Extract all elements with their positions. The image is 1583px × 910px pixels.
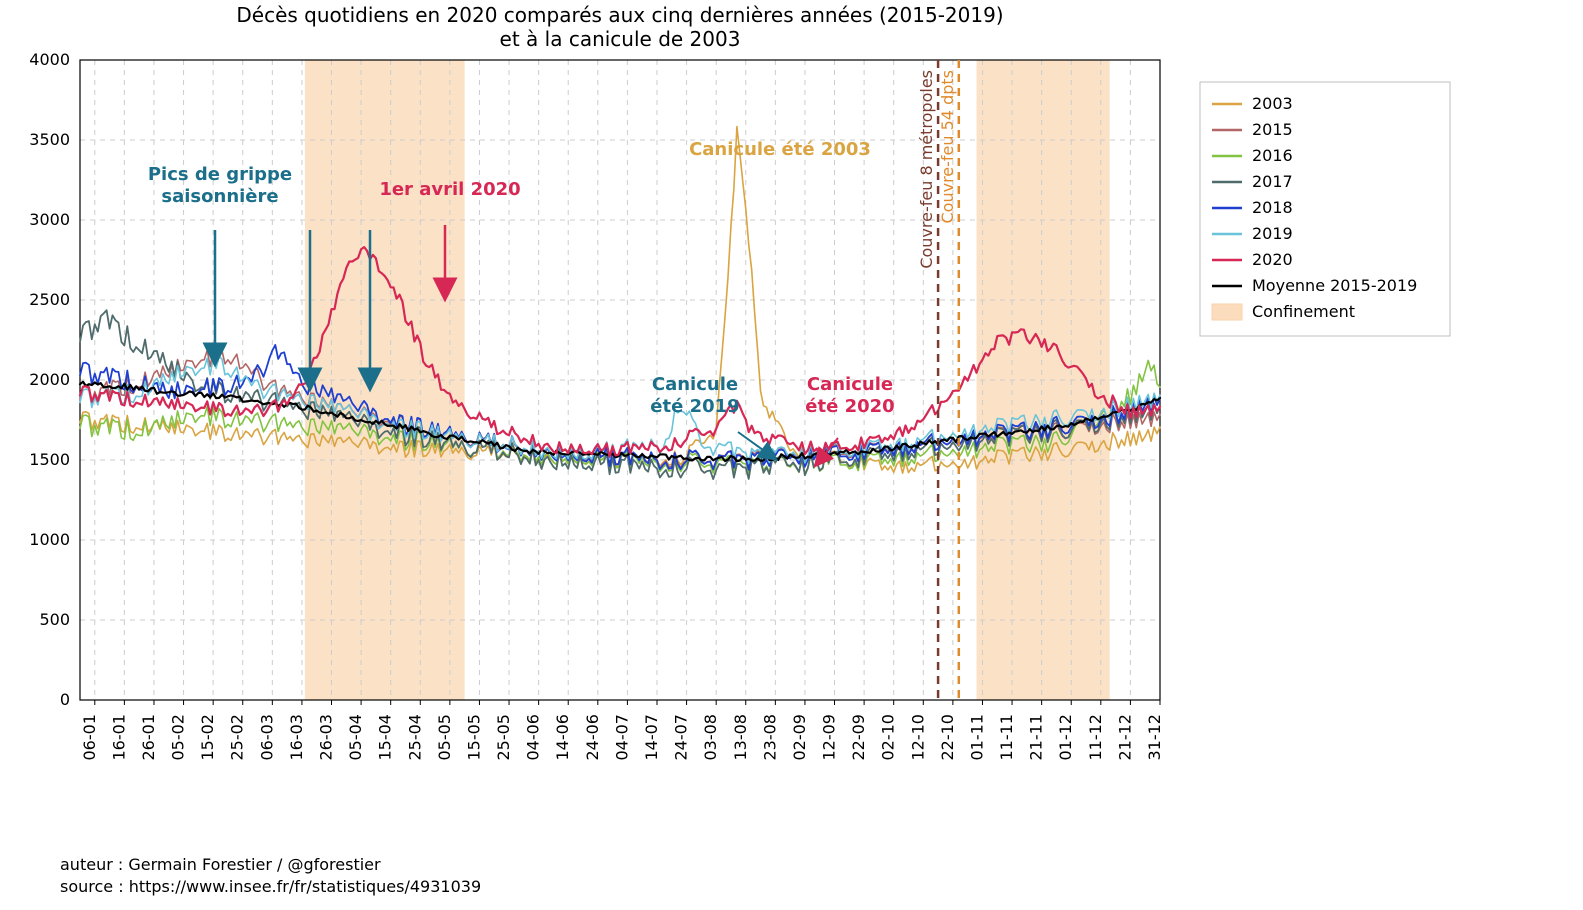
xtick-label: 25-05 bbox=[494, 714, 513, 761]
legend-swatch bbox=[1212, 304, 1242, 320]
legend-label: 2019 bbox=[1252, 224, 1293, 243]
ytick-label: 2000 bbox=[29, 370, 70, 389]
xtick-label: 04-07 bbox=[612, 714, 631, 761]
annotation-grippe: Pics de grippesaisonnière bbox=[148, 164, 292, 207]
annotation-canicule2003: Canicule été 2003 bbox=[689, 139, 871, 160]
xtick-label: 31-12 bbox=[1145, 714, 1164, 761]
xtick-label: 14-06 bbox=[553, 714, 572, 761]
xtick-label: 16-01 bbox=[109, 714, 128, 761]
legend-label: 2018 bbox=[1252, 198, 1293, 217]
vline-label: Couvre-feu 8 métropoles bbox=[917, 70, 936, 269]
xtick-label: 05-04 bbox=[346, 714, 365, 761]
legend-label: Moyenne 2015-2019 bbox=[1252, 276, 1417, 295]
legend-label: 2020 bbox=[1252, 250, 1293, 269]
ytick-label: 1500 bbox=[29, 450, 70, 469]
legend-label: Confinement bbox=[1252, 302, 1355, 321]
svg-text:été 2019: été 2019 bbox=[650, 396, 739, 417]
ytick-label: 1000 bbox=[29, 530, 70, 549]
annotation-canicule2020: Caniculeété 2020 bbox=[805, 374, 894, 417]
xtick-label: 21-12 bbox=[1115, 714, 1134, 761]
xtick-label: 11-11 bbox=[997, 714, 1016, 761]
chart-root: Décès quotidiens en 2020 comparés aux ci… bbox=[0, 0, 1583, 910]
xtick-label: 03-08 bbox=[701, 714, 720, 761]
xtick-label: 23-08 bbox=[760, 714, 779, 761]
svg-text:Canicule été 2003: Canicule été 2003 bbox=[689, 139, 871, 160]
footer-author: auteur : Germain Forestier / @gforestier bbox=[60, 855, 381, 874]
xtick-label: 24-07 bbox=[672, 714, 691, 761]
ytick-label: 3500 bbox=[29, 130, 70, 149]
xtick-label: 01-12 bbox=[1056, 714, 1075, 761]
legend: 2003 2015 2016 2017 2018 2019 2020 Moyenne 2015… bbox=[1200, 82, 1450, 336]
xtick-label: 22-09 bbox=[849, 714, 868, 761]
xtick-label: 26-01 bbox=[139, 714, 158, 761]
vline-label: Couvre-feu 54 dpts bbox=[938, 70, 957, 223]
xtick-label: 22-10 bbox=[938, 714, 957, 761]
xtick-label: 13-08 bbox=[731, 714, 750, 761]
xtick-label: 25-02 bbox=[228, 714, 247, 761]
ytick-label: 0 bbox=[60, 690, 70, 709]
xtick-label: 06-01 bbox=[80, 714, 99, 761]
xtick-label: 24-06 bbox=[583, 714, 602, 761]
svg-text:été 2020: été 2020 bbox=[805, 396, 894, 417]
svg-text:1er avril 2020: 1er avril 2020 bbox=[379, 179, 520, 200]
xtick-label: 12-10 bbox=[908, 714, 927, 761]
svg-text:Canicule: Canicule bbox=[807, 374, 893, 395]
svg-text:saisonnière: saisonnière bbox=[161, 186, 278, 207]
ytick-label: 2500 bbox=[29, 290, 70, 309]
xtick-label: 06-03 bbox=[257, 714, 276, 761]
footer-source: source : https://www.insee.fr/fr/statist… bbox=[60, 877, 481, 896]
xtick-label: 15-02 bbox=[198, 714, 217, 761]
legend-label: 2017 bbox=[1252, 172, 1293, 191]
xtick-label: 15-04 bbox=[376, 714, 395, 761]
xtick-label: 11-12 bbox=[1086, 714, 1105, 761]
chart-title-line2: et à la canicule de 2003 bbox=[500, 27, 741, 51]
legend-label: 2015 bbox=[1252, 120, 1293, 139]
xtick-label: 02-10 bbox=[879, 714, 898, 761]
xtick-label: 15-05 bbox=[464, 714, 483, 761]
xtick-label: 04-06 bbox=[524, 714, 543, 761]
xtick-label: 14-07 bbox=[642, 714, 661, 761]
ytick-label: 3000 bbox=[29, 210, 70, 229]
xtick-label: 05-05 bbox=[435, 714, 454, 761]
xtick-label: 12-09 bbox=[820, 714, 839, 761]
ytick-label: 500 bbox=[39, 610, 70, 629]
xtick-label: 05-02 bbox=[169, 714, 188, 761]
annotation-avril: 1er avril 2020 bbox=[379, 179, 520, 200]
xtick-label: 25-04 bbox=[405, 714, 424, 761]
legend-label: 2003 bbox=[1252, 94, 1293, 113]
chart-title-line1: Décès quotidiens en 2020 comparés aux ci… bbox=[236, 3, 1003, 27]
svg-text:Canicule: Canicule bbox=[652, 374, 738, 395]
xtick-label: 02-09 bbox=[790, 714, 809, 761]
svg-text:Pics de grippe: Pics de grippe bbox=[148, 164, 292, 185]
chart-svg: Décès quotidiens en 2020 comparés aux ci… bbox=[0, 0, 1583, 910]
ytick-label: 4000 bbox=[29, 50, 70, 69]
legend-label: 2016 bbox=[1252, 146, 1293, 165]
xtick-label: 01-11 bbox=[967, 714, 986, 761]
xtick-label: 16-03 bbox=[287, 714, 306, 761]
xtick-label: 21-11 bbox=[1027, 714, 1046, 761]
annotation-canicule2019: Caniculeété 2019 bbox=[650, 374, 739, 417]
xtick-label: 26-03 bbox=[317, 714, 336, 761]
